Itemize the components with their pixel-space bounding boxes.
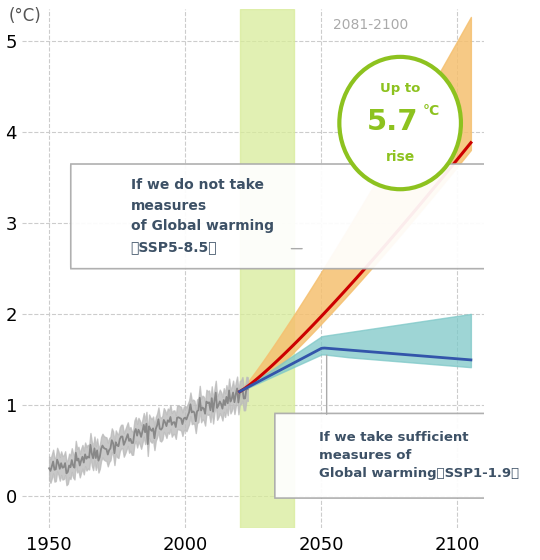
- Bar: [240, 10, 294, 528]
- Text: 5.7: 5.7: [367, 108, 418, 136]
- Text: If we take sufficient
measures of
Global warming（SSP1-1.9）: If we take sufficient measures of Global…: [319, 431, 518, 480]
- FancyBboxPatch shape: [275, 413, 540, 498]
- Text: °C: °C: [423, 104, 441, 118]
- FancyBboxPatch shape: [71, 164, 540, 269]
- Text: Up to: Up to: [380, 82, 420, 95]
- Ellipse shape: [339, 57, 461, 189]
- Text: rise: rise: [386, 151, 415, 165]
- Text: (°C): (°C): [8, 7, 41, 25]
- Text: If we do not take
measures
of Global warming
（SSP5-8.5）: If we do not take measures of Global war…: [131, 178, 274, 254]
- Text: 2081-2100: 2081-2100: [333, 18, 408, 32]
